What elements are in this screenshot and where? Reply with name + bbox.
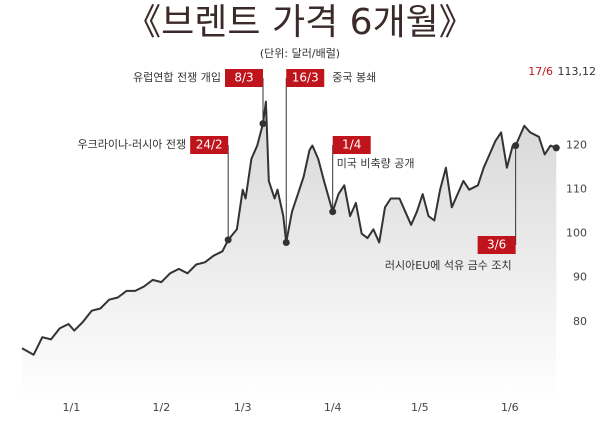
annotation-text: 미국 비축량 공개: [337, 157, 415, 170]
chart-title: 《브렌트 가격 6개월》: [125, 2, 475, 43]
point: [552, 144, 560, 152]
date-label: 3/6: [487, 238, 506, 252]
chart-subtitle: (단위: 달러/배럴): [260, 47, 340, 60]
area: [22, 101, 557, 401]
date-box: [190, 136, 229, 154]
date-label: 24/2: [196, 138, 223, 152]
x-tick-label: 1/2: [153, 401, 171, 414]
date-label: 8/3: [234, 71, 253, 85]
latest-date: 17/6: [528, 65, 553, 78]
x-tick-label: 1/6: [501, 401, 519, 414]
annotation-text: 러시아EU에 석유 금수 조치: [385, 259, 512, 272]
annotation-text: 중국 봉쇄: [332, 71, 376, 84]
annotation-point: [329, 208, 337, 216]
date-box: [332, 136, 371, 154]
annotation-point: [259, 120, 267, 128]
line: [21, 100, 557, 356]
x-tick-label: 1/5: [411, 401, 429, 414]
annotation-point: [224, 236, 232, 244]
x-tick-label: 1/3: [234, 401, 252, 414]
y-tick-label: 100: [566, 227, 587, 240]
annotation-text: 우크라이나-러시아 전쟁: [77, 138, 186, 151]
date-label: 1/4: [342, 138, 361, 152]
y-tick-label: 80: [573, 315, 587, 328]
x-tick-label: 1/4: [324, 401, 342, 414]
date-label: 16/3: [292, 71, 319, 85]
date-box: [225, 69, 264, 87]
y-tick-label: 90: [573, 271, 587, 284]
y-tick-label: 120: [566, 139, 587, 152]
latest-value: 113,12: [558, 65, 597, 78]
annotation-point: [282, 239, 290, 247]
date-box: [286, 69, 325, 87]
annotation-text: 유럽연합 전쟁 개입: [133, 70, 221, 84]
y-tick-label: 110: [566, 183, 587, 196]
x-tick-label: 1/1: [63, 401, 81, 414]
annotation-point: [512, 142, 520, 150]
date-box: [477, 236, 516, 254]
